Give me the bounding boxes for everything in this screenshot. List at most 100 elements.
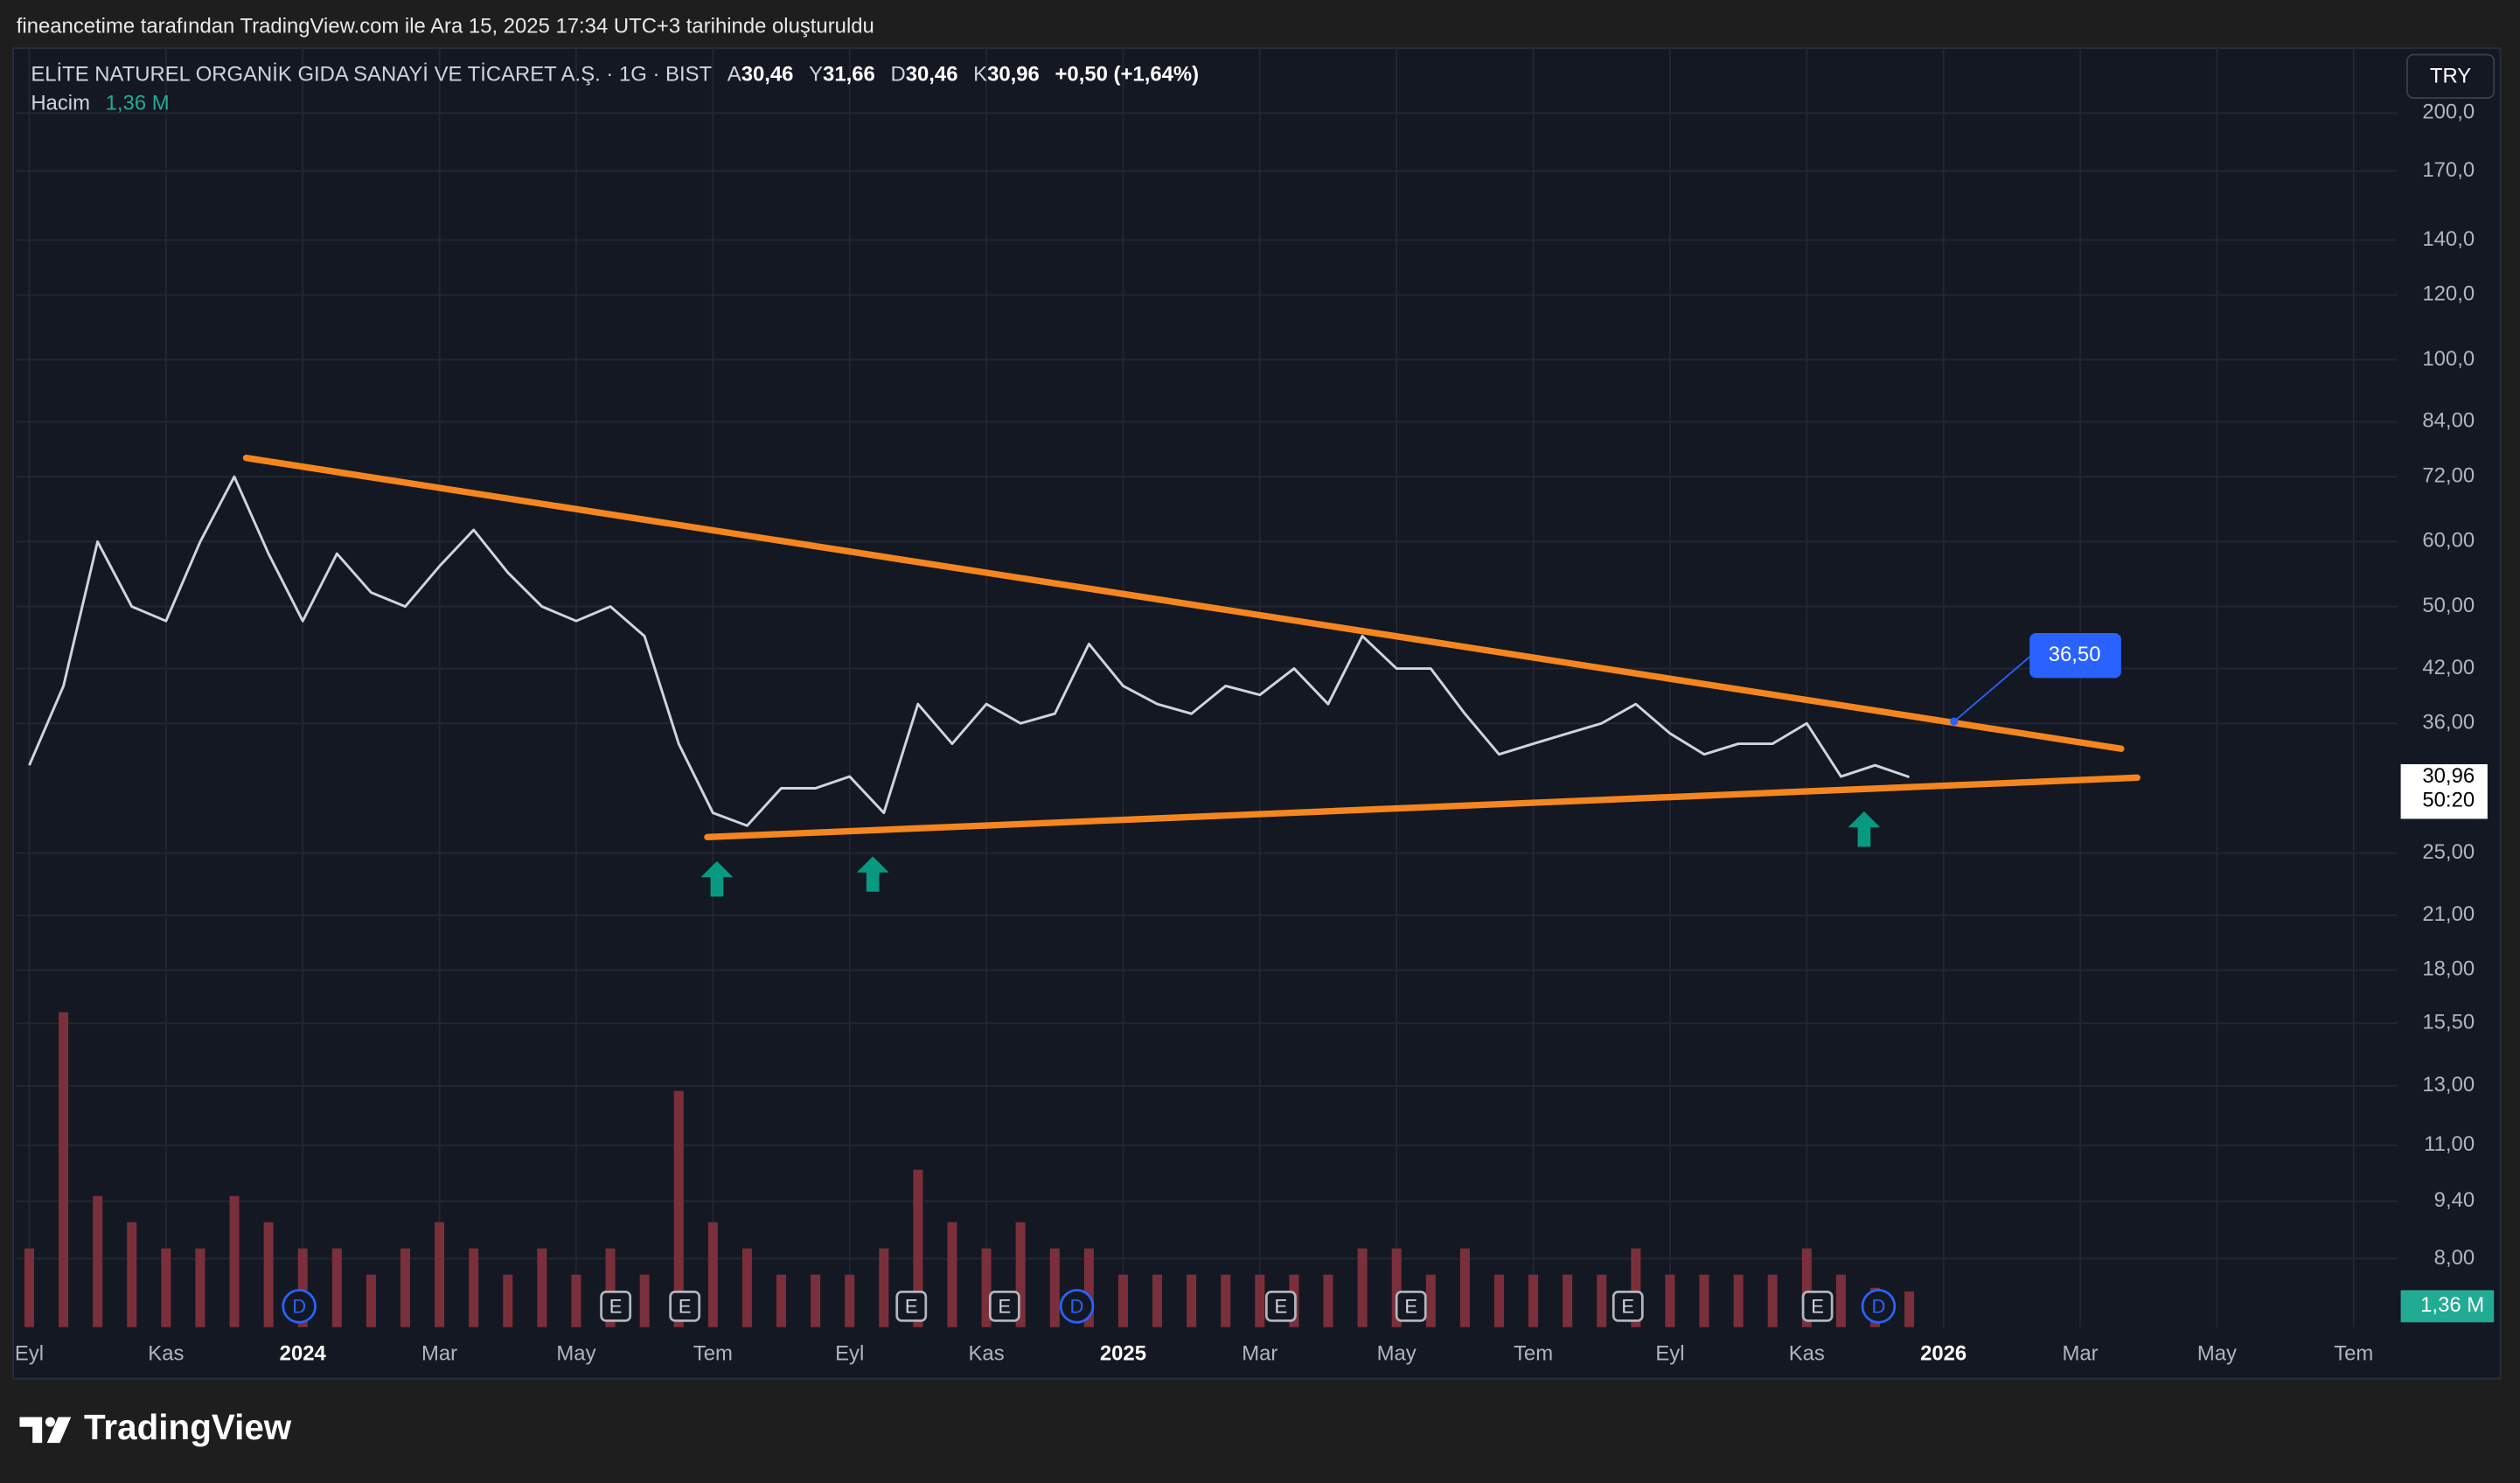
volume-bar bbox=[707, 1222, 718, 1327]
event-label: E bbox=[1275, 1296, 1288, 1318]
annotation-label: 36,50 bbox=[2049, 643, 2101, 666]
y-tick-label: 42,00 bbox=[2422, 656, 2475, 679]
arrow-up bbox=[1848, 811, 1881, 847]
ohlc-name: D bbox=[890, 63, 905, 87]
y-tick-label: 50,00 bbox=[2422, 594, 2475, 617]
volume-bar bbox=[195, 1248, 205, 1327]
event-earnings bbox=[1612, 1290, 1644, 1322]
volume-bar bbox=[947, 1222, 957, 1327]
x-tick-label: Kas bbox=[148, 1341, 184, 1365]
volume-bar bbox=[503, 1274, 513, 1327]
annotation-connector bbox=[1953, 654, 2032, 722]
y-tick-label: 72,00 bbox=[2422, 463, 2475, 487]
volume-value: 1,36 M bbox=[106, 92, 170, 115]
y-tick-label: 25,00 bbox=[2422, 840, 2475, 864]
ohlc-value: 30,46 bbox=[906, 63, 958, 87]
volume-bar bbox=[1117, 1274, 1128, 1327]
volume-bar bbox=[1391, 1248, 1402, 1327]
event-earnings bbox=[1264, 1290, 1297, 1322]
volume-pane bbox=[24, 1012, 1915, 1327]
volume-bar bbox=[1563, 1274, 1573, 1327]
event-label: E bbox=[609, 1296, 623, 1318]
volume-bar bbox=[913, 1169, 923, 1327]
y-tick-label: 120,0 bbox=[2422, 282, 2475, 306]
event-label: E bbox=[905, 1296, 918, 1318]
annotation-anchor bbox=[1950, 717, 1959, 726]
volume-bar bbox=[161, 1248, 171, 1327]
volume-bar bbox=[1323, 1274, 1333, 1327]
volume-last: 1,36 M bbox=[2420, 1293, 2484, 1317]
volume-bar bbox=[673, 1090, 684, 1327]
arrow-up bbox=[856, 856, 889, 892]
arrow-up bbox=[700, 860, 734, 897]
y-tick-label: 60,00 bbox=[2422, 529, 2475, 553]
volume-bar bbox=[435, 1222, 445, 1327]
currency-button[interactable] bbox=[2406, 53, 2496, 100]
volume-bar bbox=[1904, 1291, 1915, 1327]
volume-bar bbox=[1528, 1274, 1539, 1327]
volume-bar bbox=[639, 1274, 650, 1327]
volume-bar bbox=[741, 1248, 752, 1327]
event-label: D bbox=[1871, 1296, 1885, 1318]
price-line bbox=[28, 475, 1911, 827]
y-tick-label: 13,00 bbox=[2422, 1073, 2475, 1097]
volume-bar bbox=[1152, 1274, 1163, 1327]
countdown: 50:20 bbox=[2422, 789, 2475, 812]
x-tick-label: Tem bbox=[693, 1341, 733, 1365]
grid bbox=[16, 48, 2398, 1327]
event-earnings bbox=[1395, 1290, 1427, 1322]
volume-bar bbox=[1083, 1248, 1094, 1327]
volume-bar bbox=[59, 1012, 69, 1327]
brand-logo bbox=[19, 1417, 72, 1444]
volume-bar bbox=[1459, 1248, 1470, 1327]
ohlc-name: Y bbox=[809, 63, 823, 87]
price-series bbox=[28, 475, 1911, 827]
last-price: 30,96 bbox=[2422, 764, 2475, 788]
y-tick-label: 18,00 bbox=[2422, 957, 2475, 981]
x-tick-label: Kas bbox=[1789, 1341, 1825, 1365]
currency[interactable]: TRY bbox=[2430, 65, 2471, 88]
legend: ELİTE NATUREL ORGANİK GIDA SANAYİ VE TİC… bbox=[31, 63, 1199, 87]
y-tick-label: 200,0 bbox=[2422, 101, 2475, 124]
y-tick-label: 11,00 bbox=[2424, 1132, 2475, 1156]
volume-bar bbox=[1049, 1248, 1060, 1327]
volume-bar bbox=[1733, 1274, 1744, 1327]
x-tick-label: May bbox=[1377, 1341, 1417, 1365]
volume-bar bbox=[93, 1195, 103, 1327]
volume-bar bbox=[1357, 1248, 1368, 1327]
arrows bbox=[700, 811, 1881, 897]
event-dividend bbox=[1861, 1289, 1897, 1324]
ohlc-name: K bbox=[973, 63, 987, 87]
logo-dot bbox=[45, 1417, 55, 1427]
y-tick-label: 15,50 bbox=[2422, 1011, 2475, 1034]
volume-price-box bbox=[2400, 1290, 2495, 1323]
brand: TradingView bbox=[84, 1407, 292, 1447]
y-tick-label: 100,0 bbox=[2422, 347, 2475, 371]
logo-v bbox=[46, 1417, 72, 1444]
x-tick-label: Eyl bbox=[15, 1341, 44, 1365]
volume-bar bbox=[537, 1248, 547, 1327]
volume-legend: Hacim 1,36 M bbox=[31, 92, 169, 115]
volume-bar bbox=[1699, 1274, 1709, 1327]
y-tick-label: 170,0 bbox=[2422, 158, 2475, 182]
volume-bar bbox=[1597, 1274, 1607, 1327]
event-label: E bbox=[998, 1296, 1011, 1318]
event-label: D bbox=[292, 1296, 306, 1318]
volume-bar bbox=[400, 1248, 411, 1327]
volume-bar bbox=[1631, 1248, 1641, 1327]
volume-bar bbox=[263, 1222, 274, 1327]
last-price-box bbox=[2400, 763, 2488, 819]
event-dividend bbox=[1059, 1289, 1095, 1324]
volume-bar bbox=[1835, 1274, 1846, 1327]
volume-bar bbox=[365, 1274, 376, 1327]
x-tick-label: May bbox=[2197, 1341, 2237, 1365]
volume-bar bbox=[1425, 1274, 1436, 1327]
x-tick-label: Mar bbox=[2062, 1341, 2098, 1365]
volume-bar bbox=[981, 1248, 992, 1327]
volume-bar bbox=[1801, 1248, 1812, 1327]
y-tick-label: 21,00 bbox=[2422, 902, 2475, 926]
volume-bar bbox=[845, 1274, 855, 1327]
